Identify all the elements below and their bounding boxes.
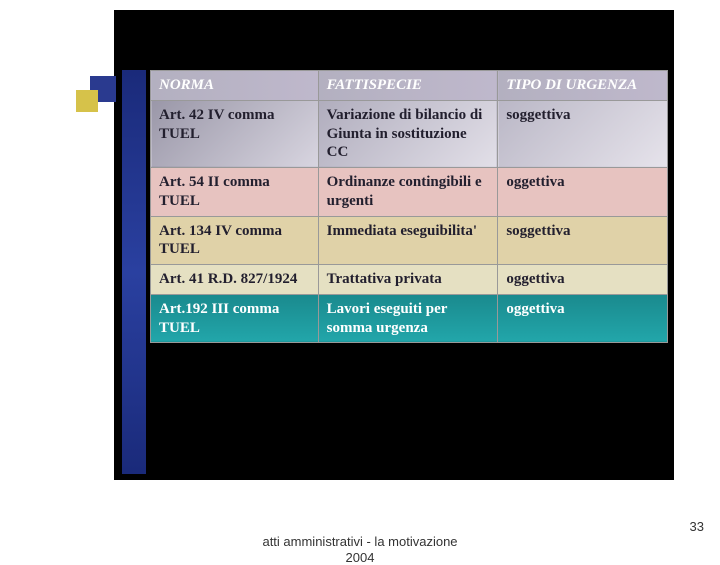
decor-squares — [76, 76, 126, 126]
slide: NORMA FATTISPECIE TIPO DI URGENZA Art. 4… — [0, 0, 720, 540]
cell-norma: Art. 42 IV comma TUEL — [151, 100, 319, 167]
cell-tipo: soggettiva — [498, 216, 668, 265]
footer-line2: 2004 — [346, 550, 375, 565]
cell-tipo: soggettiva — [498, 100, 668, 167]
table-row: Art. 42 IV comma TUEL Variazione di bila… — [151, 100, 668, 167]
cell-fattispecie: Immediata eseguibilita' — [318, 216, 498, 265]
table-row: Art. 54 II comma TUEL Ordinanze contingi… — [151, 168, 668, 217]
cell-norma: Art. 41 R.D. 827/1924 — [151, 265, 319, 295]
cell-fattispecie: Ordinanze contingibili e urgenti — [318, 168, 498, 217]
cell-norma: Art. 54 II comma TUEL — [151, 168, 319, 217]
footer-line1: atti amministrativi - la motivazione — [262, 534, 457, 549]
page-number: 33 — [690, 519, 704, 534]
cell-fattispecie: Variazione di bilancio di Giunta in sost… — [318, 100, 498, 167]
decor-square-yellow — [76, 90, 98, 112]
cell-norma: Art.192 III comma TUEL — [151, 294, 319, 343]
cell-tipo: oggettiva — [498, 168, 668, 217]
cell-fattispecie: Trattativa privata — [318, 265, 498, 295]
cell-tipo: oggettiva — [498, 265, 668, 295]
table-row: Art. 41 R.D. 827/1924 Trattativa privata… — [151, 265, 668, 295]
header-fattispecie: FATTISPECIE — [318, 71, 498, 101]
table-row: Art. 134 IV comma TUEL Immediata eseguib… — [151, 216, 668, 265]
cell-norma: Art. 134 IV comma TUEL — [151, 216, 319, 265]
cell-tipo: oggettiva — [498, 294, 668, 343]
table-header-row: NORMA FATTISPECIE TIPO DI URGENZA — [151, 71, 668, 101]
footer-caption: atti amministrativi - la motivazione 200… — [262, 534, 457, 565]
cell-fattispecie: Lavori eseguiti per somma urgenza — [318, 294, 498, 343]
urgency-table: NORMA FATTISPECIE TIPO DI URGENZA Art. 4… — [150, 70, 668, 343]
table-row: Art.192 III comma TUEL Lavori eseguiti p… — [151, 294, 668, 343]
header-norma: NORMA — [151, 71, 319, 101]
vertical-stripe — [122, 70, 146, 474]
header-tipo: TIPO DI URGENZA — [498, 71, 668, 101]
